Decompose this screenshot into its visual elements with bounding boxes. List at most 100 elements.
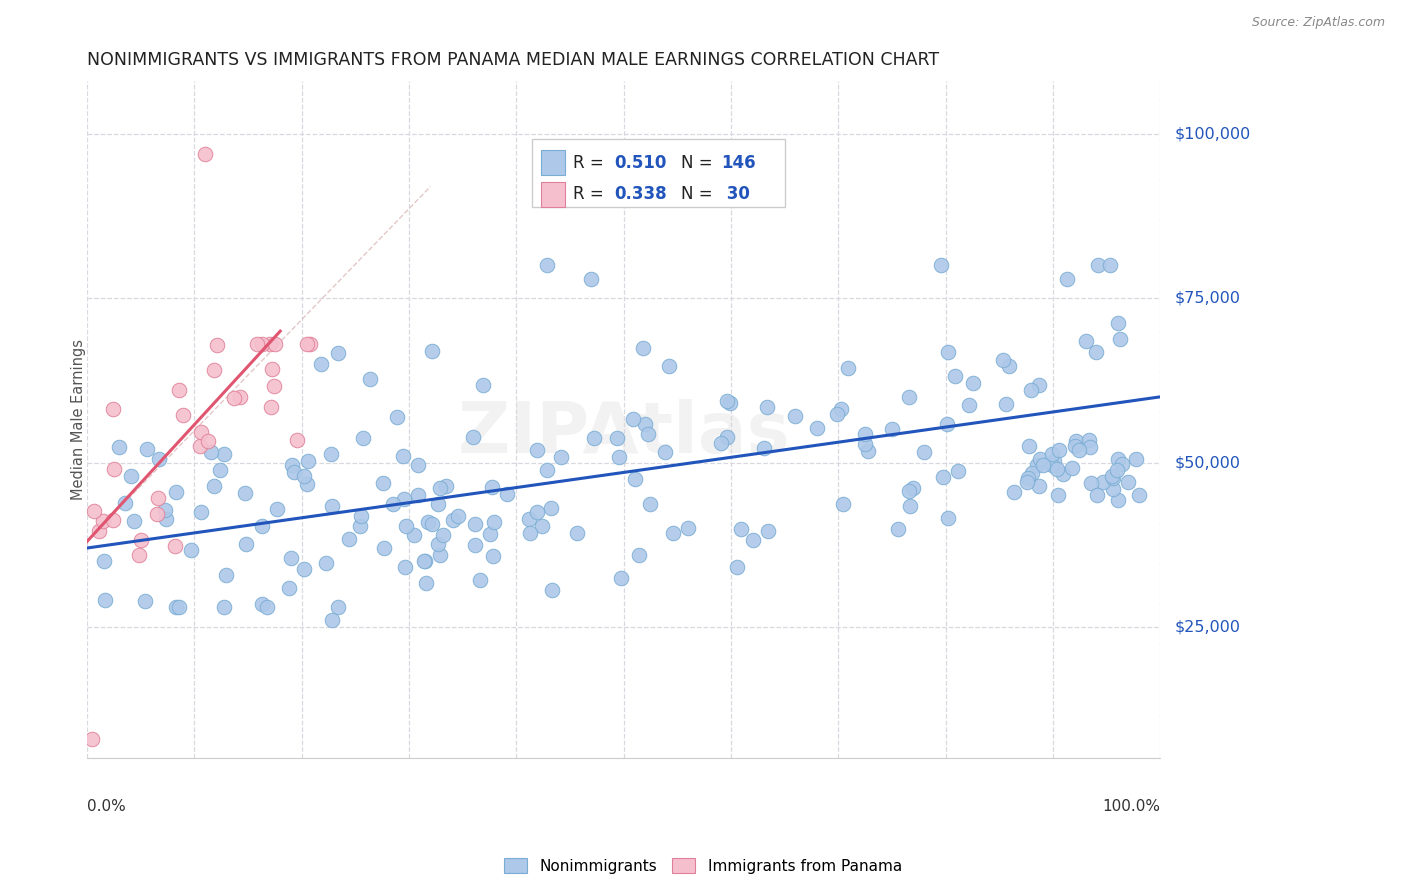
Point <box>716 430 738 444</box>
Point <box>633 341 655 355</box>
Point <box>946 464 969 478</box>
Point <box>395 519 418 533</box>
Point <box>519 526 541 541</box>
Text: 0.510: 0.510 <box>614 153 666 171</box>
Point <box>202 479 225 493</box>
Point <box>997 359 1019 374</box>
Point <box>429 548 451 562</box>
Point <box>472 378 495 392</box>
Point <box>936 511 959 525</box>
Point <box>1118 475 1140 490</box>
Point <box>180 543 202 558</box>
Point <box>461 429 484 443</box>
Text: 30: 30 <box>721 186 751 203</box>
Point <box>1028 479 1050 493</box>
Point <box>114 496 136 510</box>
Point <box>806 421 828 435</box>
Point <box>1062 461 1084 475</box>
Point <box>536 463 558 477</box>
Point <box>128 548 150 562</box>
Text: $75,000: $75,000 <box>1174 291 1240 306</box>
Point <box>1085 488 1108 502</box>
Point <box>297 454 319 468</box>
Point <box>1102 471 1125 485</box>
Point <box>250 337 273 351</box>
Point <box>89 524 111 538</box>
Point <box>853 436 876 450</box>
Point <box>263 379 285 393</box>
Point <box>315 557 337 571</box>
Point <box>155 512 177 526</box>
Point <box>1064 434 1087 449</box>
Point <box>676 521 699 535</box>
Point <box>413 554 436 568</box>
Point <box>1105 463 1128 477</box>
Point <box>831 497 853 511</box>
Point <box>278 581 301 595</box>
Text: NONIMMIGRANTS VS IMMIGRANTS FROM PANAMA MEDIAN MALE EARNINGS CORRELATION CHART: NONIMMIGRANTS VS IMMIGRANTS FROM PANAMA … <box>87 51 939 69</box>
Point <box>352 431 374 445</box>
Text: $25,000: $25,000 <box>1174 619 1240 634</box>
Point <box>212 447 235 461</box>
Point <box>550 450 572 465</box>
Point <box>94 593 117 607</box>
Point <box>1067 442 1090 457</box>
Point <box>464 539 486 553</box>
Point <box>658 359 681 373</box>
Point <box>1025 458 1047 472</box>
Point <box>1043 454 1066 468</box>
Point <box>1107 492 1129 507</box>
Point <box>426 537 449 551</box>
Point <box>606 431 628 445</box>
Point <box>957 398 980 412</box>
Point <box>172 408 194 422</box>
Point <box>1019 384 1042 398</box>
Point <box>215 568 238 582</box>
Point <box>1056 272 1078 286</box>
Point <box>165 539 187 553</box>
Point <box>359 372 381 386</box>
Point <box>583 431 606 445</box>
Bar <box>541 182 565 207</box>
Point <box>292 562 315 576</box>
Point <box>526 442 548 457</box>
Point <box>1047 442 1070 457</box>
Point <box>328 346 350 360</box>
Point <box>283 465 305 479</box>
Point <box>519 512 541 526</box>
Point <box>882 422 904 436</box>
Point <box>634 417 657 431</box>
Point <box>260 400 283 414</box>
Point <box>259 337 281 351</box>
Point <box>718 396 741 410</box>
Point <box>495 487 517 501</box>
FancyBboxPatch shape <box>533 139 785 207</box>
Point <box>148 452 170 467</box>
Point <box>83 504 105 518</box>
Point <box>1128 488 1150 502</box>
Legend: Nonimmigrants, Immigrants from Panama: Nonimmigrants, Immigrants from Panama <box>498 852 908 880</box>
Point <box>540 500 562 515</box>
Point <box>197 434 219 449</box>
Point <box>654 444 676 458</box>
Point <box>135 442 157 457</box>
Point <box>470 573 492 587</box>
Point <box>212 600 235 615</box>
Point <box>202 363 225 377</box>
Point <box>1064 439 1087 453</box>
Point <box>391 449 413 463</box>
Text: Source: ZipAtlas.com: Source: ZipAtlas.com <box>1251 16 1385 29</box>
Point <box>382 497 405 511</box>
Point <box>145 507 167 521</box>
Point <box>153 503 176 517</box>
Point <box>1040 458 1063 473</box>
Point <box>610 571 633 585</box>
Point <box>103 462 125 476</box>
Point <box>752 442 775 456</box>
Point <box>1040 446 1063 460</box>
Point <box>292 468 315 483</box>
Point <box>190 425 212 439</box>
Point <box>309 357 332 371</box>
Point <box>1101 469 1123 483</box>
Text: $100,000: $100,000 <box>1174 127 1250 142</box>
